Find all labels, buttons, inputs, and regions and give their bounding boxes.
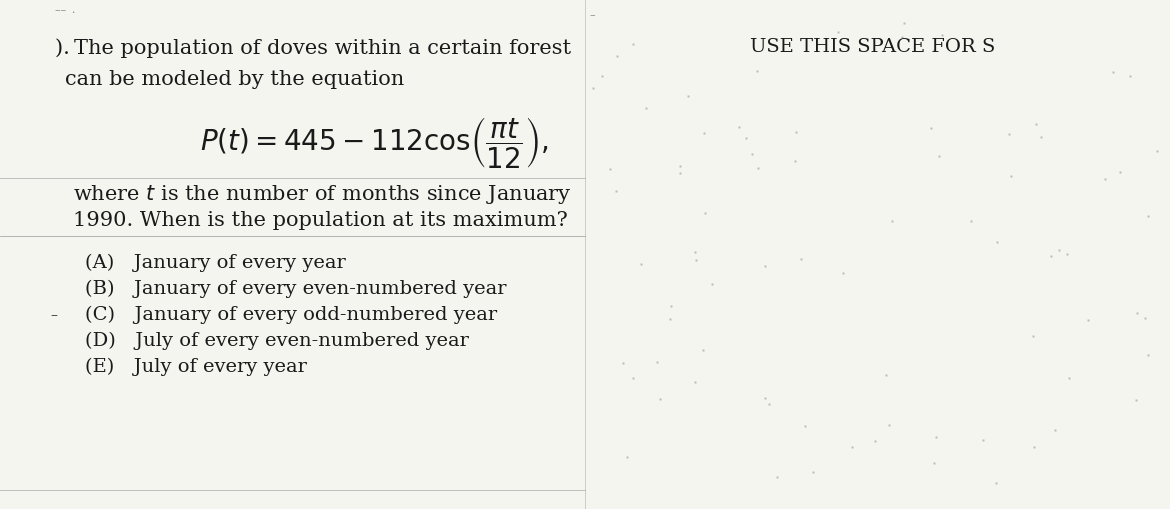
Point [695, 209, 714, 217]
Point [987, 238, 1006, 246]
Point [880, 420, 899, 429]
Point [618, 453, 636, 461]
Point [1000, 130, 1019, 138]
Point [661, 315, 680, 323]
Point [694, 346, 713, 354]
Point [748, 67, 766, 75]
Text: can be modeled by the equation: can be modeled by the equation [66, 70, 405, 89]
Point [624, 40, 642, 48]
Point [686, 378, 704, 386]
Point [804, 468, 823, 476]
Point [1148, 147, 1166, 155]
Point [768, 473, 786, 481]
Point [1026, 120, 1045, 128]
Point [1103, 68, 1122, 76]
Point [662, 302, 681, 310]
Point [1095, 175, 1114, 183]
Point [1042, 252, 1061, 260]
Point [1121, 72, 1140, 80]
Point [930, 152, 949, 160]
Point [786, 128, 805, 136]
Point [759, 401, 778, 409]
Point [876, 371, 895, 379]
Point [786, 157, 805, 165]
Text: USE THIS SPACE FOR S: USE THIS SPACE FOR S [750, 38, 996, 56]
Point [636, 104, 655, 112]
Point [932, 31, 951, 39]
Point [749, 164, 768, 172]
Text: where $t$ is the number of months since January: where $t$ is the number of months since … [73, 183, 572, 206]
Point [924, 459, 943, 467]
Point [624, 374, 642, 382]
Point [584, 84, 603, 92]
Point [670, 169, 689, 177]
Point [1128, 309, 1147, 317]
Point [975, 435, 993, 443]
Point [921, 124, 940, 132]
Text: –: – [50, 308, 57, 322]
Text: (D) July of every even-numbered year: (D) July of every even-numbered year [85, 332, 469, 350]
Point [651, 395, 669, 404]
Point [670, 162, 689, 170]
Point [1032, 133, 1051, 141]
Point [866, 437, 885, 445]
Point [686, 248, 704, 256]
Point [796, 421, 814, 430]
Point [1138, 212, 1157, 220]
Point [742, 150, 760, 158]
Point [607, 52, 626, 60]
Point [1136, 314, 1155, 322]
Point [607, 187, 626, 195]
Point [687, 256, 706, 264]
Point [1079, 316, 1097, 324]
Point [842, 442, 861, 450]
Point [737, 134, 756, 143]
Point [1049, 246, 1068, 254]
Text: (C) January of every odd-numbered year: (C) January of every odd-numbered year [85, 306, 497, 324]
Point [927, 433, 945, 441]
Point [729, 123, 748, 131]
Text: –: – [590, 10, 596, 20]
Point [1024, 332, 1042, 340]
Point [600, 165, 619, 174]
Point [1127, 395, 1145, 404]
Point [756, 262, 775, 270]
Point [632, 260, 651, 268]
Point [756, 393, 775, 402]
Point [895, 19, 914, 27]
Point [1138, 351, 1157, 359]
Point [924, 46, 943, 54]
Point [592, 72, 611, 80]
Point [614, 359, 633, 367]
Point [1058, 249, 1076, 258]
Point [647, 358, 666, 366]
Point [962, 217, 980, 225]
Point [1002, 172, 1020, 180]
Text: $P(t) = 445 - 112\cos\!\left(\dfrac{\pi t}{12}\right),$: $P(t) = 445 - 112\cos\!\left(\dfrac{\pi … [200, 115, 549, 170]
Point [695, 128, 714, 136]
Point [1059, 374, 1078, 382]
Point [679, 92, 697, 100]
Point [882, 217, 901, 225]
Point [1025, 443, 1044, 451]
Text: (B) January of every even-numbered year: (B) January of every even-numbered year [85, 280, 507, 298]
Point [1110, 168, 1129, 176]
Text: ). The population of doves within a certain forest: ). The population of doves within a cert… [55, 38, 571, 58]
Point [893, 33, 911, 41]
Point [830, 28, 848, 36]
Point [1046, 426, 1065, 434]
Text: (A) January of every year: (A) January of every year [85, 254, 346, 272]
Text: –– .: –– . [55, 5, 75, 15]
Point [703, 280, 722, 288]
Text: 1990. When is the population at its maximum?: 1990. When is the population at its maxi… [73, 211, 567, 230]
Point [987, 479, 1006, 487]
Point [791, 255, 810, 263]
Point [834, 269, 853, 277]
Text: (E) July of every year: (E) July of every year [85, 358, 307, 376]
